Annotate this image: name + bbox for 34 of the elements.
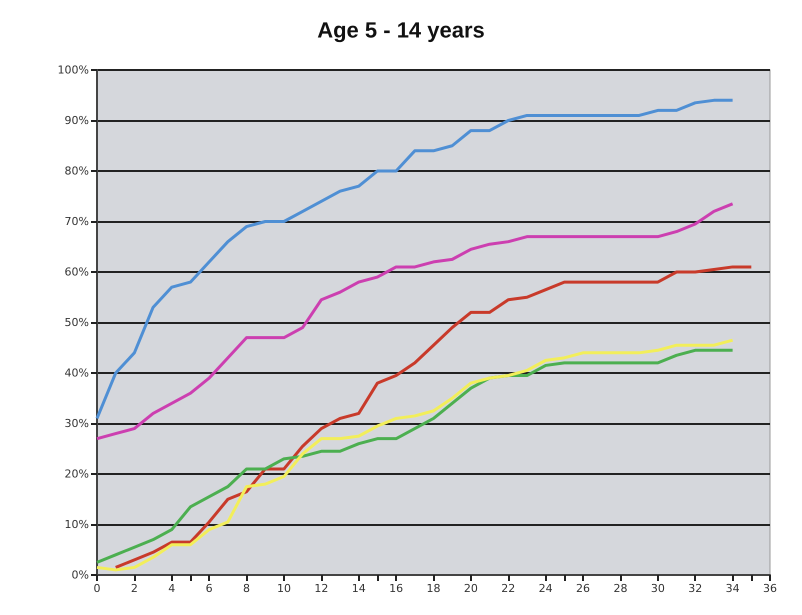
x-tick-label: 10 <box>276 582 291 595</box>
chart-title: Age 5 - 14 years <box>317 18 485 42</box>
x-tick-label: 4 <box>168 582 176 595</box>
x-tick-label: 18 <box>426 582 440 595</box>
y-tick-label: 100% <box>58 64 89 76</box>
x-tick-label: 16 <box>389 582 404 595</box>
line-series <box>96 98 734 420</box>
x-tick-label: 28 <box>613 582 628 595</box>
x-tick-label: 36 <box>763 582 777 595</box>
y-tick-label: 20% <box>64 468 89 480</box>
y-tick-label: 50% <box>64 316 89 329</box>
x-tick-label: 20 <box>464 582 478 595</box>
x-tick-label: 6 <box>206 582 213 595</box>
x-tick-label: 12 <box>314 582 328 595</box>
y-tick-label: 0% <box>72 568 89 582</box>
x-tick-label: 8 <box>243 582 250 595</box>
x-tick-label: 34 <box>726 582 740 595</box>
y-tick-label: 10% <box>64 518 89 531</box>
y-tick-label: 30% <box>64 417 89 430</box>
x-tick-label: 2 <box>130 582 138 595</box>
line-series <box>114 265 753 569</box>
y-tick-label: 70% <box>64 215 89 228</box>
y-tick-label: 40% <box>64 366 89 380</box>
y-tick-label: 60% <box>64 266 89 278</box>
x-tick-label: 14 <box>352 582 366 595</box>
x-tick-label: 22 <box>501 582 516 595</box>
x-tick-label: 24 <box>538 582 553 595</box>
x-tick-label: 32 <box>688 582 702 595</box>
x-tick-label: 0 <box>94 582 100 595</box>
y-tick-label: 90% <box>64 114 89 127</box>
x-tick-label: 26 <box>576 582 590 595</box>
x-tick-label: 30 <box>650 582 665 595</box>
line-series <box>96 202 734 440</box>
y-tick-label: 80% <box>64 164 89 178</box>
